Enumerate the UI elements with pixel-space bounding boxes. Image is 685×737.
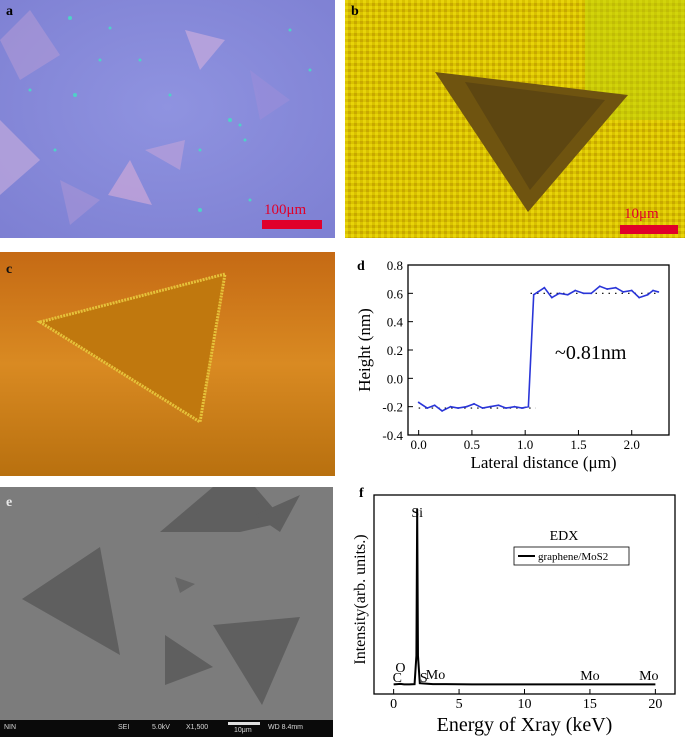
sem-scale-bar (228, 722, 260, 725)
x-tick-label: 0 (390, 697, 397, 712)
x-axis-label: Lateral distance (μm) (471, 453, 617, 472)
peak-label: Mo (426, 668, 445, 683)
step-height-annotation: ~0.81nm (555, 342, 627, 364)
profile-point (426, 407, 429, 409)
peak-label: Mo (639, 669, 658, 684)
profile-point (543, 286, 546, 289)
profile-point (417, 401, 420, 404)
profile-point (630, 289, 633, 292)
x-tick-label: 0.5 (464, 437, 480, 452)
panel-d-label: d (357, 259, 365, 274)
peak-label: Mo (580, 669, 599, 684)
profile-point (657, 291, 660, 293)
profile-point (489, 405, 491, 408)
y-tick-label: 0.4 (387, 315, 404, 330)
peak-label: Si (411, 506, 423, 521)
profile-point (590, 292, 593, 295)
profile-point (433, 404, 436, 407)
x-tick-label: 1.0 (517, 437, 533, 452)
profile-point (638, 296, 641, 299)
profile-point (481, 407, 484, 409)
panel-a-label: a (6, 4, 13, 19)
x-tick-label: 5 (456, 697, 463, 712)
y-tick-label: -0.2 (382, 400, 403, 415)
panel-d-height-profile: d -0.4 -0.2 0.0 0.2 0.4 0.6 0.8 0.0 0.5 1.0 1.5 2.0… (345, 252, 685, 482)
peak-label: O (395, 661, 405, 676)
sem-info-left: NIN (4, 724, 17, 731)
afm-height-image (0, 252, 335, 476)
y-tick-label: -0.4 (382, 428, 403, 443)
profile-point (574, 289, 577, 292)
panel-a-scale-label: 100μm (264, 202, 307, 218)
y-tick-label: 0.2 (387, 343, 403, 358)
panel-c-afm-image: c (0, 252, 335, 476)
raman-intensity-map (345, 0, 685, 238)
edx-spectrum-chart: 0 5 10 15 20 Energy of Xray (keV) Intensity(ar… (352, 494, 676, 736)
panel-b-label: b (351, 4, 359, 19)
profile-point (622, 291, 625, 293)
sem-info-detector: SEI (118, 724, 130, 731)
panel-f-label: f (359, 487, 364, 501)
profile-point (652, 289, 654, 292)
panel-b-scale-bar (620, 225, 678, 234)
y-tick-label: 0.6 (387, 286, 404, 301)
panel-a-optical-image: a 100μm (0, 0, 335, 238)
profile-point (513, 405, 516, 408)
sem-info-scale: 10μm (234, 727, 252, 734)
y-tick-label: 0.0 (387, 371, 403, 386)
profile-point (497, 404, 500, 407)
profile-point (527, 405, 530, 408)
profile-point (566, 293, 569, 296)
profile-point (441, 410, 443, 412)
peak-label: S (420, 671, 428, 686)
sem-info-bar: NIN SEI 5.0kV X1,500 10μm WD 8.4mm (0, 720, 333, 737)
panel-b-raman-map: b 10μm (345, 0, 685, 238)
sem-micrograph (0, 487, 333, 737)
profile-point (614, 286, 617, 289)
optical-micrograph (0, 0, 335, 238)
profile-point (449, 405, 452, 408)
profile-point (521, 407, 523, 409)
profile-point (598, 285, 601, 288)
profile-point (457, 407, 459, 409)
panel-f-edx-spectrum: f 0 5 10 15 20 Energy of Xray (keV) Intensity(… (345, 487, 685, 737)
profile-point (465, 405, 468, 408)
profile-point (582, 292, 585, 295)
legend: EDX graphene/MoS2 (513, 529, 630, 566)
y-tick-label: 0.8 (387, 258, 403, 273)
profile-point (646, 293, 649, 296)
x-axis-label: Energy of Xray (keV) (437, 714, 613, 736)
profile-point (532, 293, 535, 296)
sem-info-magnification: X1,500 (186, 724, 209, 731)
panel-c-label: c (6, 262, 13, 277)
y-axis-label: Intensity(arb. units.) (352, 534, 369, 664)
y-axis-label: Height (nm) (355, 308, 374, 392)
edx-spectrum-line (393, 508, 656, 686)
sem-info-wd: WD 8.4mm (268, 724, 303, 731)
panel-b-scale-label: 10μm (624, 206, 659, 222)
profile-point (505, 407, 507, 409)
profile-point (473, 402, 475, 405)
x-tick-label: 10 (518, 697, 532, 712)
legend-box (513, 546, 630, 566)
legend-title: EDX (550, 529, 579, 544)
panel-e-sem-image: e NIN SEI 5.0kV X1,500 10μm WD 8.4mm (0, 487, 333, 737)
profile-point (558, 292, 561, 295)
panel-e-label: e (6, 495, 13, 510)
legend-entry: graphene/MoS2 (538, 551, 608, 563)
profile-point (606, 288, 609, 290)
profile-point (537, 291, 539, 293)
x-tick-label: 2.0 (624, 437, 640, 452)
x-tick-label: 15 (583, 697, 597, 712)
panel-a-scale-bar (262, 220, 322, 229)
x-tick-label: 0.0 (411, 437, 427, 452)
profile-point (550, 296, 553, 299)
peak-label: C (393, 671, 402, 686)
sem-info-voltage: 5.0kV (152, 724, 170, 731)
x-tick-label: 20 (648, 697, 662, 712)
x-tick-label: 1.5 (570, 437, 586, 452)
height-profile-chart: -0.4 -0.2 0.0 0.2 0.4 0.6 0.8 0.0 0.5 1.0 1.5 2.0 La… (355, 258, 670, 472)
